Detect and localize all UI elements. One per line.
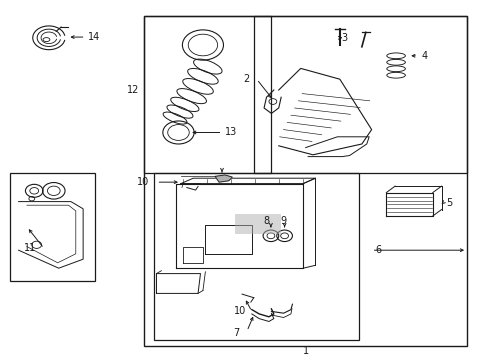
Bar <box>144 16 271 173</box>
Text: 12: 12 <box>127 85 139 95</box>
Bar <box>254 16 466 173</box>
Text: 2: 2 <box>243 74 249 84</box>
Polygon shape <box>305 137 368 157</box>
Text: 5: 5 <box>446 198 452 208</box>
Bar <box>234 214 281 234</box>
Bar <box>10 173 95 281</box>
Text: 6: 6 <box>374 245 381 255</box>
Text: 7: 7 <box>233 328 239 338</box>
Bar <box>154 173 359 340</box>
Polygon shape <box>181 178 315 184</box>
Bar <box>144 16 466 346</box>
Text: 3: 3 <box>341 33 347 43</box>
Text: 14: 14 <box>88 32 100 42</box>
Text: 11: 11 <box>24 243 37 253</box>
Text: 9: 9 <box>280 216 286 226</box>
Text: 10: 10 <box>233 306 245 316</box>
Text: 13: 13 <box>224 127 237 138</box>
Text: 4: 4 <box>421 51 427 61</box>
Text: 8: 8 <box>263 216 268 226</box>
Polygon shape <box>215 175 232 182</box>
Text: 10: 10 <box>137 177 149 187</box>
Text: 1: 1 <box>302 346 308 356</box>
